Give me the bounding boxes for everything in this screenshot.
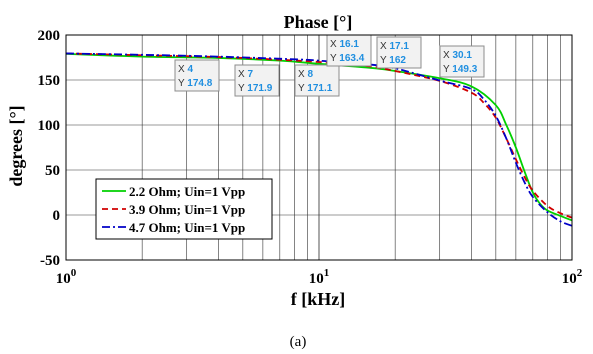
datatip-y-row: Y 174.8 [178,78,213,89]
figure-caption: (a) [290,334,307,350]
datatip-box [174,59,220,92]
datatip-box [439,45,485,78]
legend: 2.2 Ohm; Uin=1 Vpp 3.9 Ohm; Uin=1 Vpp 4.7 … [95,178,273,240]
legend-label: 3.9 Ohm; Uin=1 Vpp [129,202,245,217]
series-line [65,53,573,222]
y-tick-labels: -50 0 50 100 150 200 [38,28,61,269]
x-tick-label: 102 [562,267,583,287]
x-tick-label: 100 [56,267,77,287]
datatip-y-row: Y 163.4 [330,53,365,64]
datatip-y-row: Y 171.9 [238,83,273,94]
datatip-x-row: X 7 [238,69,253,80]
datatip[interactable]: X 17.1 Y 162 [376,36,422,69]
x-tick-labels: 100 101 102 [56,267,583,287]
datatip-layer: X 4 Y 174.8 X 7 Y 171.9 X 8 Y 171.1 X 16.1 Y 16… [174,34,485,97]
y-tick-label: 0 [53,208,61,224]
datatip[interactable]: X 8 Y 171.1 [294,64,340,97]
datatip-box [326,34,372,67]
datatip-box [234,64,280,97]
datatip[interactable]: X 7 Y 171.9 [234,64,280,97]
y-tick-label: 50 [45,163,60,179]
y-tick-label: 150 [38,73,61,89]
y-axis-label: degrees [°] [6,105,26,186]
legend-label: 4.7 Ohm; Uin=1 Vpp [129,220,245,235]
datatip-x-row: X 30.1 [443,50,472,61]
legend-label: 2.2 Ohm; Uin=1 Vpp [129,184,245,199]
y-tick-label: -50 [40,253,60,269]
datatip[interactable]: X 16.1 Y 163.4 [326,34,372,67]
datatip-x-row: X 8 [298,69,313,80]
chart-title: Phase [°] [284,12,353,32]
datatip-x-row: X 16.1 [330,39,359,50]
plot-frame [65,34,573,261]
x-axis-label: f [kHz] [291,289,345,309]
datatip-x-row: X 4 [178,64,193,75]
datatip-y-row: Y 171.1 [298,83,333,94]
y-tick-label: 200 [38,28,61,44]
datatip-box [376,36,422,69]
datatip-x-row: X 17.1 [380,41,409,52]
datatip[interactable]: X 4 Y 174.8 [174,59,220,92]
x-tick-label: 101 [309,267,330,287]
datatip[interactable]: X 30.1 Y 149.3 [439,45,485,78]
series-layer [65,52,573,227]
datatip-box [294,64,340,97]
datatip-y-row: Y 162 [380,55,406,66]
datatip-y-row: Y 149.3 [443,64,478,75]
series-line [65,52,573,227]
y-tick-label: 100 [38,118,61,134]
